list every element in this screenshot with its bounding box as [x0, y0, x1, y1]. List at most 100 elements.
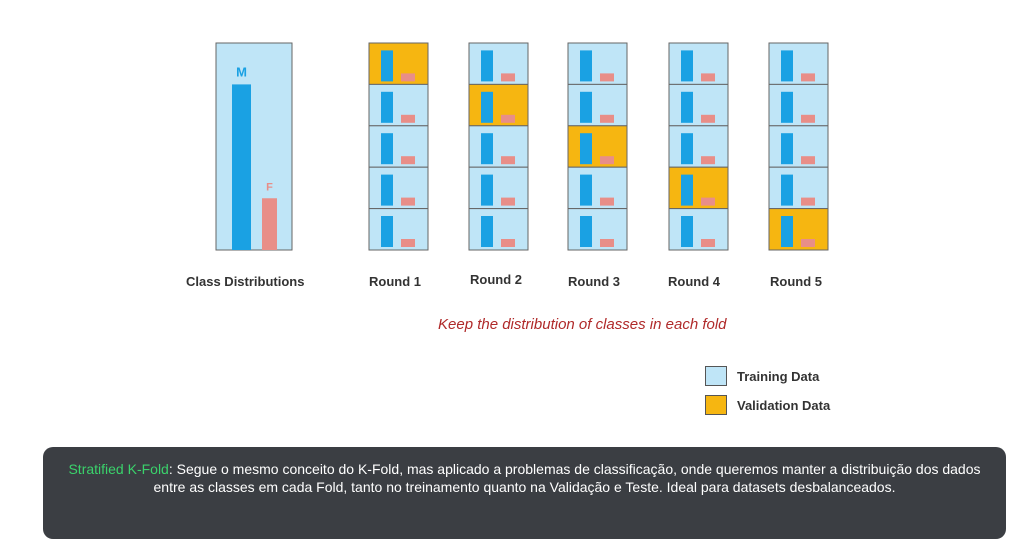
training-fold-cell	[368, 208, 429, 251]
fold-class-f-bar	[801, 73, 815, 82]
round-column-1	[368, 42, 429, 251]
fold-class-f-bar	[501, 156, 515, 165]
training-fold-cell	[368, 83, 429, 127]
callout-highlight: Stratified K-Fold	[68, 461, 169, 477]
training-legend-label: Training Data	[737, 368, 820, 384]
training-fold-cell	[768, 42, 829, 85]
training-fold-cell	[567, 42, 628, 85]
fold-class-m-bar	[381, 216, 393, 247]
fold-class-f-bar	[801, 239, 815, 247]
round-column-5	[768, 42, 829, 251]
fold-class-m-bar	[580, 174, 592, 206]
fold-class-f-bar	[401, 197, 415, 206]
class-distribution-box	[215, 42, 293, 251]
validation-fold-cell	[668, 166, 729, 210]
training-fold-cell	[567, 208, 628, 251]
fold-class-m-bar	[481, 91, 493, 123]
fold-class-m-bar	[481, 216, 493, 247]
validation-fold-cell	[368, 42, 429, 85]
fold-class-m-bar	[781, 91, 793, 123]
validation-fold-cell	[768, 208, 829, 251]
explanation-callout: Stratified K-Fold: Segue o mesmo conceit…	[43, 447, 1006, 539]
fold-class-m-bar	[681, 91, 693, 123]
fold-class-f-bar	[701, 239, 715, 247]
fold-class-m-bar	[381, 133, 393, 165]
callout-text: : Segue o mesmo conceito do K-Fold, mas …	[153, 461, 981, 495]
fold-class-f-bar	[401, 73, 415, 82]
fold-class-m-bar	[481, 50, 493, 82]
round-caption-4: Round 4	[668, 274, 720, 289]
fold-class-f-bar	[501, 197, 515, 206]
fold-class-f-bar	[701, 197, 715, 206]
fold-class-f-bar	[600, 73, 614, 82]
kfold-diagram: MF	[215, 42, 829, 251]
round-caption-5: Round 5	[770, 274, 822, 289]
validation-fold-cell	[468, 83, 529, 127]
training-fold-cell	[468, 208, 529, 251]
fold-class-m-bar	[781, 174, 793, 206]
training-fold-cell	[768, 166, 829, 210]
training-fold-cell	[368, 125, 429, 168]
round-column-3	[567, 42, 628, 251]
fold-class-f-bar	[801, 156, 815, 165]
fold-class-f-bar	[501, 114, 515, 123]
fold-class-m-bar	[580, 133, 592, 165]
training-fold-cell	[468, 42, 529, 85]
fold-class-m-bar	[681, 133, 693, 165]
class-f-bar	[262, 198, 277, 250]
class-distribution-panel: MF	[215, 42, 293, 251]
fold-class-m-bar	[381, 174, 393, 206]
fold-class-m-bar	[481, 133, 493, 165]
legend-training: Training Data	[705, 365, 819, 387]
fold-class-f-bar	[600, 114, 614, 123]
fold-class-f-bar	[600, 197, 614, 206]
class-m-bar	[232, 84, 251, 251]
fold-class-m-bar	[381, 91, 393, 123]
rounds-group	[368, 42, 829, 251]
round-caption-2: Round 2	[470, 272, 522, 287]
fold-class-m-bar	[681, 174, 693, 206]
training-fold-cell	[567, 166, 628, 210]
class-f-label: F	[266, 181, 273, 193]
fold-class-f-bar	[600, 239, 614, 247]
round-caption-1: Round 1	[369, 274, 421, 289]
fold-class-m-bar	[580, 216, 592, 247]
training-fold-cell	[468, 125, 529, 168]
training-fold-cell	[668, 42, 729, 85]
training-fold-cell	[368, 166, 429, 210]
fold-class-m-bar	[580, 50, 592, 82]
fold-class-m-bar	[781, 50, 793, 82]
fold-class-m-bar	[381, 50, 393, 82]
fold-class-f-bar	[401, 239, 415, 247]
training-fold-cell	[668, 83, 729, 127]
training-fold-cell	[768, 125, 829, 168]
fold-class-f-bar	[801, 114, 815, 123]
fold-class-m-bar	[681, 50, 693, 82]
fold-class-f-bar	[501, 239, 515, 247]
fold-class-f-bar	[401, 156, 415, 165]
validation-fold-cell	[567, 125, 628, 168]
fold-class-f-bar	[701, 156, 715, 165]
legend-validation: Validation Data	[705, 394, 830, 416]
fold-class-f-bar	[501, 73, 515, 82]
fold-class-m-bar	[681, 216, 693, 247]
class-m-label: M	[236, 64, 247, 79]
fold-class-f-bar	[801, 197, 815, 206]
fold-class-f-bar	[701, 114, 715, 123]
training-swatch	[705, 366, 727, 386]
fold-class-m-bar	[580, 91, 592, 123]
training-fold-cell	[567, 83, 628, 127]
fold-class-m-bar	[781, 133, 793, 165]
fold-class-f-bar	[701, 73, 715, 82]
fold-class-m-bar	[481, 174, 493, 206]
fold-class-m-bar	[781, 216, 793, 247]
training-fold-cell	[668, 208, 729, 251]
training-fold-cell	[668, 125, 729, 168]
fold-class-f-bar	[600, 156, 614, 165]
class-distributions-caption: Class Distributions	[186, 274, 305, 289]
fold-class-f-bar	[401, 114, 415, 123]
validation-legend-label: Validation Data	[737, 397, 831, 413]
stratify-tagline: Keep the distribution of classes in each…	[438, 316, 727, 333]
round-column-4	[668, 42, 729, 251]
training-fold-cell	[768, 83, 829, 127]
